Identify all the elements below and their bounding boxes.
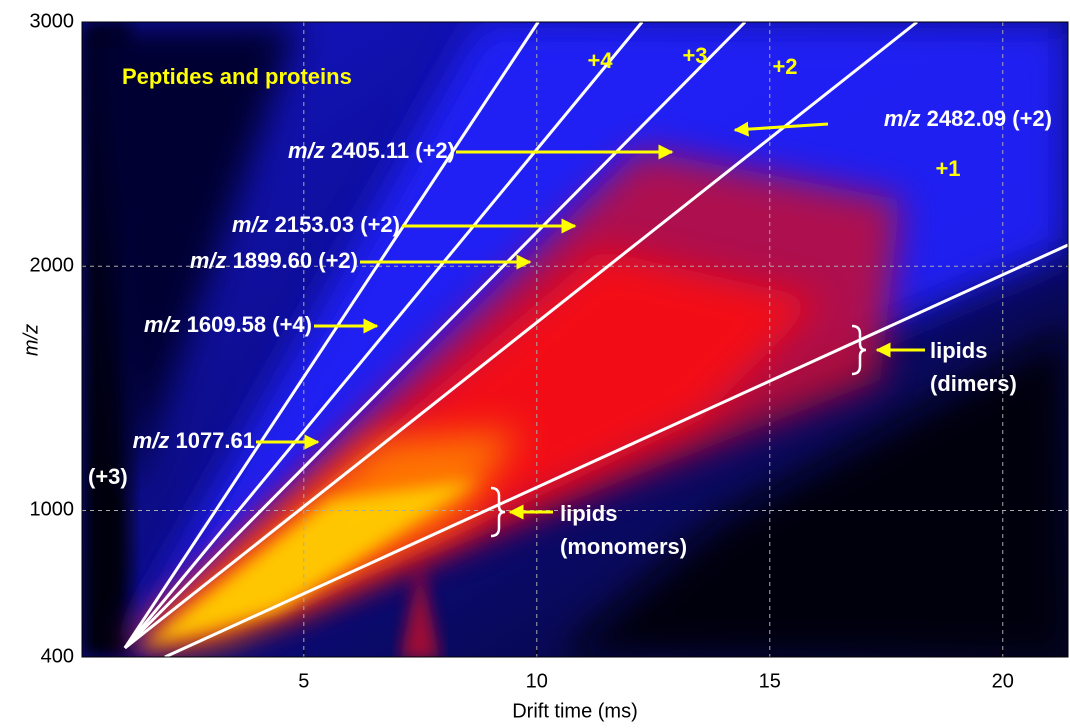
x-axis-title: Drift time (ms) [512,700,638,722]
annotation: m/z 1077.61 [133,428,255,453]
x-tick-label: 10 [526,670,548,692]
annotation-prefix: m/z [144,312,181,337]
annotation: +2 [772,54,797,79]
x-tick-label: 20 [992,670,1014,692]
annotation-prefix: m/z [884,106,921,131]
annotation-text: +3 [682,43,707,68]
lines [123,20,1069,659]
trend-line [123,20,747,650]
annotation: +4 [587,48,613,73]
annotation-text: 1609.58 (+4) [187,312,312,337]
annotation: m/z 1609.58 (+4) [144,312,312,337]
trend-line [164,243,1069,659]
annotation: (dimers) [930,371,1017,396]
annotation: m/z 1899.60 (+2) [190,248,358,273]
annotation-text: 1077.61 [175,428,255,453]
y-tick-label: 1000 [30,499,75,521]
annotation: +3 [682,43,707,68]
annotation: lipids [930,338,987,363]
plot-frame [81,21,1069,658]
annotation-prefix: m/z [288,138,325,163]
annotation-prefix: m/z [133,428,170,453]
x-tick-label: 15 [759,670,781,692]
annotation: lipids [560,501,617,526]
y-tick-label: 2000 [30,255,75,277]
annotation: m/z 2153.03 (+2) [232,212,400,237]
annotation-text: +1 [935,156,960,181]
annotation-text: 1899.60 (+2) [233,248,358,273]
annotation-text: +4 [587,48,613,73]
annotation: (monomers) [560,534,687,559]
annotation: m/z 2482.09 (+2) [884,106,1052,131]
annotation-text: 2153.03 (+2) [275,212,400,237]
trend-line [123,21,644,649]
annotation-arrows [256,121,925,520]
annotation-text: +2 [772,54,797,79]
annotation-text: 2405.11 (+2) [331,138,455,163]
x-tick-label: 5 [298,670,309,692]
y-axis-title: m/z [20,324,42,356]
heatmap [82,22,1068,657]
y-tick-label: 3000 [30,10,75,32]
annotations: Peptides and proteins +4 +3 +2 +1 m/z 2482.09… [88,43,1052,559]
trend-line [123,21,540,649]
annotation-prefix: m/z [190,248,227,273]
annotation: m/z 2405.11 (+2) [288,138,455,163]
brackets [490,324,867,538]
annotation-text: 2482.09 (+2) [927,106,1052,131]
annotation-prefix: m/z [232,212,269,237]
annotation-text: Peptides and proteins [122,64,352,89]
annotation: +1 [935,156,960,181]
y-tick-label: 400 [41,645,74,667]
annotation: Peptides and proteins [122,64,352,89]
annotation: (+3) [88,464,128,489]
